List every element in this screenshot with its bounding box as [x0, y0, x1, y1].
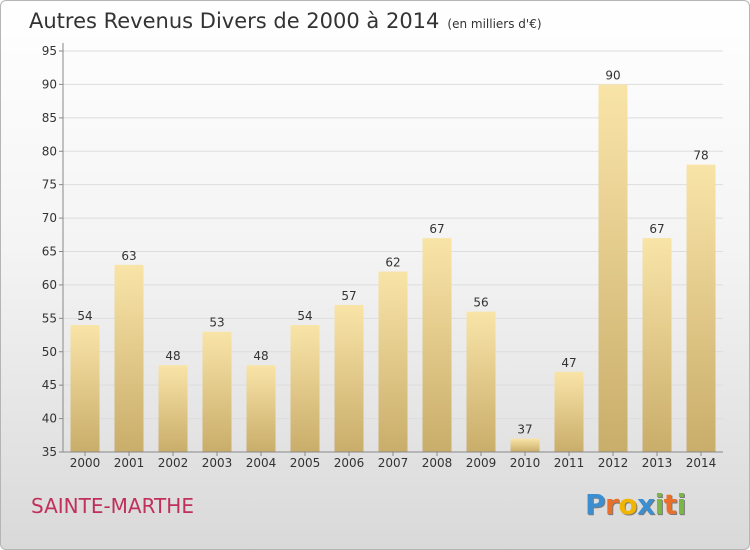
bar — [158, 365, 188, 452]
y-tick-label: 50 — [42, 345, 57, 359]
x-tick-label: 2009 — [466, 456, 497, 470]
y-tick-label: 85 — [42, 111, 57, 125]
x-tick-label: 2004 — [246, 456, 277, 470]
x-tick-label: 2001 — [114, 456, 145, 470]
y-tick-label: 35 — [42, 445, 57, 459]
y-tick-label: 75 — [42, 178, 57, 192]
data-label: 56 — [473, 296, 488, 310]
y-tick-label: 40 — [42, 412, 57, 426]
bar — [290, 325, 320, 452]
x-tick-label: 2013 — [642, 456, 673, 470]
x-tick-label: 2008 — [422, 456, 453, 470]
y-tick-label: 60 — [42, 278, 57, 292]
logo-letter: o — [618, 488, 638, 521]
x-tick-label: 2005 — [290, 456, 321, 470]
bar — [598, 84, 628, 453]
bar — [246, 365, 276, 452]
data-label: 57 — [341, 289, 356, 303]
x-tick-label: 2014 — [686, 456, 717, 470]
data-label: 62 — [385, 256, 400, 270]
data-label: 78 — [693, 149, 708, 163]
bar — [422, 238, 452, 452]
x-tick-label: 2006 — [334, 456, 365, 470]
x-tick-label: 2010 — [510, 456, 541, 470]
logo-letter: t — [663, 488, 677, 521]
logo-letter: r — [605, 488, 619, 521]
y-tick-label: 80 — [42, 144, 57, 158]
data-label: 47 — [561, 356, 576, 370]
logo-letter: x — [637, 488, 655, 521]
bar — [70, 325, 100, 452]
bar — [378, 271, 408, 452]
y-tick-label: 45 — [42, 378, 57, 392]
data-label: 54 — [297, 309, 312, 323]
logo-letter: i — [654, 488, 665, 521]
chart-title-text: Autres Revenus Divers de 2000 à 2014 — [29, 9, 440, 33]
data-label: 54 — [77, 309, 92, 323]
x-tick-label: 2007 — [378, 456, 409, 470]
bar — [202, 331, 232, 452]
chart-title: Autres Revenus Divers de 2000 à 2014 (en … — [29, 9, 542, 33]
data-label: 53 — [209, 316, 224, 330]
x-tick-label: 2012 — [598, 456, 629, 470]
y-tick-label: 55 — [42, 311, 57, 325]
bar — [642, 238, 672, 452]
y-tick-label: 90 — [42, 77, 57, 91]
x-tick-label: 2011 — [554, 456, 585, 470]
x-tick-label: 2002 — [158, 456, 189, 470]
data-label: 48 — [253, 349, 268, 363]
data-label: 63 — [121, 249, 136, 263]
y-tick-label: 95 — [42, 44, 57, 58]
bar — [466, 311, 496, 452]
proxiti-logo: Proxiti — [585, 488, 686, 521]
data-label: 37 — [517, 423, 532, 437]
chart-subtitle: (en milliers d'€) — [447, 17, 542, 31]
place-name: SAINTE-MARTHE — [31, 494, 194, 518]
data-label: 67 — [649, 222, 664, 236]
bar — [334, 304, 364, 452]
data-label: 48 — [165, 349, 180, 363]
bar — [554, 371, 584, 452]
y-tick-label: 65 — [42, 245, 57, 259]
y-tick-label: 70 — [42, 211, 57, 225]
bar — [114, 264, 144, 452]
data-label: 90 — [605, 68, 620, 82]
bar — [686, 164, 716, 452]
logo-letter: P — [585, 488, 606, 521]
bar — [510, 438, 540, 452]
x-tick-label: 2000 — [70, 456, 101, 470]
data-label: 67 — [429, 222, 444, 236]
logo-letter: i — [676, 488, 687, 521]
x-tick-label: 2003 — [202, 456, 233, 470]
